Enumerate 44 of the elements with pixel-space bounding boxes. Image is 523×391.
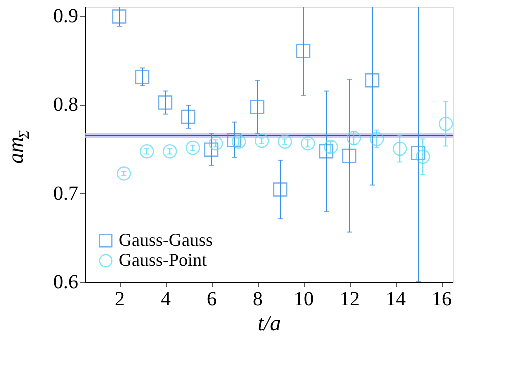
- point: [204, 142, 219, 157]
- x-tick-label: 10: [294, 288, 314, 310]
- point: [296, 44, 311, 58]
- x-tick-label: 14: [386, 288, 406, 310]
- x-tick-label: 8: [253, 288, 263, 310]
- point: [392, 142, 408, 156]
- point: [370, 132, 384, 146]
- x-tick-label: 4: [161, 288, 171, 310]
- point: [438, 116, 453, 132]
- point: [300, 136, 316, 151]
- x-tick-label: 16: [432, 288, 452, 310]
- point: [162, 144, 178, 159]
- point: [278, 134, 292, 149]
- point: [250, 100, 265, 114]
- point: [116, 166, 132, 181]
- x-tick-label: 6: [207, 288, 217, 310]
- point: [140, 144, 154, 159]
- y-axis-title: amΣ: [3, 130, 33, 164]
- point: [365, 74, 380, 88]
- x-tick-label: 12: [340, 288, 360, 310]
- point: [181, 110, 196, 124]
- legend-label: Gauss-Point: [119, 250, 208, 270]
- y-tick-label: 0.6: [54, 272, 78, 294]
- point: [346, 131, 362, 146]
- point: [411, 146, 426, 160]
- point: [135, 70, 150, 84]
- x-tick-label: 2: [115, 288, 125, 310]
- y-tick-label: 0.8: [54, 94, 78, 116]
- point: [158, 96, 173, 110]
- point: [254, 134, 270, 148]
- y-tick-label: 0.7: [54, 182, 78, 205]
- y-tick-label: 0.9: [54, 5, 78, 28]
- point: [273, 182, 288, 197]
- point: [416, 150, 430, 164]
- point: [227, 132, 242, 148]
- point: [208, 136, 224, 151]
- point: [319, 144, 334, 159]
- point: [186, 140, 200, 156]
- point: [342, 148, 357, 164]
- point: [112, 10, 127, 24]
- point: [232, 134, 246, 149]
- point: [324, 140, 338, 154]
- legend-label: Gauss-Gauss: [119, 230, 213, 250]
- x-axis-title: t/a: [258, 310, 282, 336]
